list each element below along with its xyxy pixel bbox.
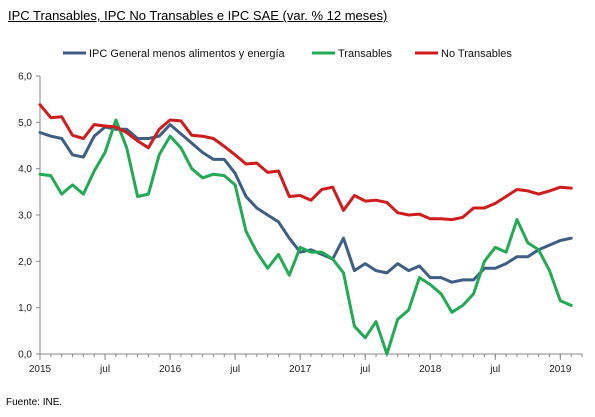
y-tick-label: 3,0 xyxy=(18,211,32,222)
y-tick-label: 1,0 xyxy=(18,303,32,314)
y-tick-label: 6,0 xyxy=(18,72,32,83)
x-axis-tick-labels: 2015 jul 2016 jul 2017 jul 2018 jul 2019 xyxy=(29,364,572,375)
x-tick-label: 2017 xyxy=(289,364,312,375)
y-tick-label: 2,0 xyxy=(18,257,32,268)
x-tick-label: 2019 xyxy=(549,364,572,375)
x-tick-label: jul xyxy=(489,364,500,375)
series-lines xyxy=(38,103,573,356)
x-tick-label: 2016 xyxy=(159,364,182,375)
y-tick-label: 0,0 xyxy=(18,350,32,361)
source-note: Fuente: INE. xyxy=(6,397,63,408)
y-tick-label: 5,0 xyxy=(18,118,32,129)
legend-label-2: Transables xyxy=(338,48,393,60)
x-tick-label: 2018 xyxy=(419,364,442,375)
chart-title: IPC Transables, IPC No Transables e IPC … xyxy=(8,8,388,23)
legend-label-1: IPC General menos alimentos y energía xyxy=(89,48,286,60)
y-tick-label: 4,0 xyxy=(18,164,32,175)
series-line-3 xyxy=(38,103,573,222)
x-tick-label: jul xyxy=(99,364,110,375)
legend-label-3: No Transables xyxy=(441,48,512,60)
legend: IPC General menos alimentos y energía Tra… xyxy=(63,48,512,60)
x-tick-label: 2015 xyxy=(29,364,52,375)
chart-axes xyxy=(36,75,583,360)
series-line-2 xyxy=(38,118,573,356)
x-tick-label: jul xyxy=(229,364,240,375)
x-tick-label: jul xyxy=(359,364,370,375)
y-axis-tick-labels: 0,0 1,0 2,0 3,0 4,0 5,0 6,0 xyxy=(18,72,32,361)
